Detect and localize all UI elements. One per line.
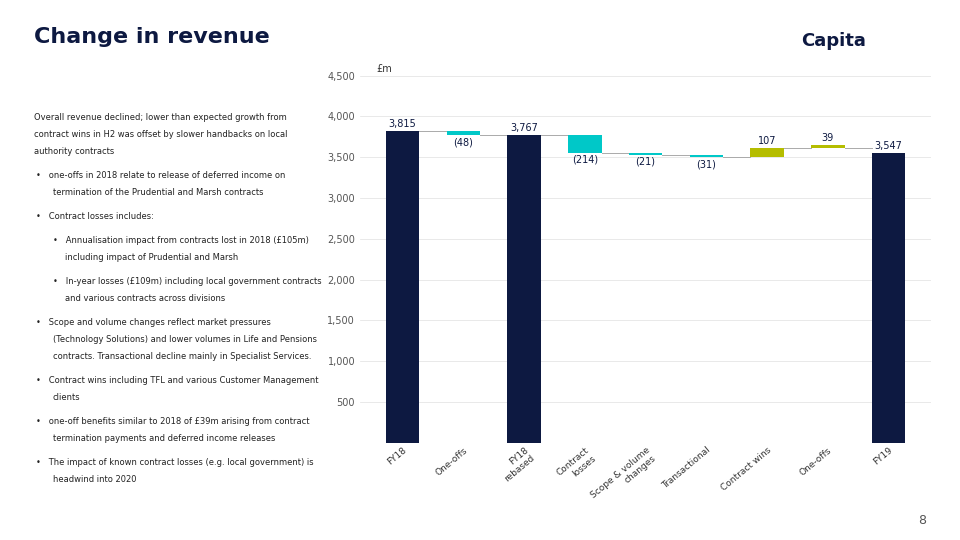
Bar bbox=[446, 132, 480, 136]
Text: (Technology Solutions) and lower volumes in Life and Pensions: (Technology Solutions) and lower volumes… bbox=[53, 335, 317, 344]
Bar bbox=[568, 136, 602, 153]
Bar bbox=[751, 148, 783, 157]
Text: •   Contract wins including TFL and various Customer Management: • Contract wins including TFL and variou… bbox=[36, 376, 319, 385]
Text: (48): (48) bbox=[453, 138, 473, 147]
Bar bbox=[386, 132, 420, 443]
Text: and various contracts across divisions: and various contracts across divisions bbox=[65, 294, 226, 303]
Text: clients: clients bbox=[53, 393, 81, 402]
Text: contract wins in H2 was offset by slower handbacks on local: contract wins in H2 was offset by slower… bbox=[34, 130, 287, 139]
Text: •   The impact of known contract losses (e.g. local government) is: • The impact of known contract losses (e… bbox=[36, 458, 314, 467]
Text: (21): (21) bbox=[636, 157, 656, 167]
Text: 39: 39 bbox=[822, 133, 834, 143]
Text: £m: £m bbox=[376, 64, 393, 74]
Text: 3,767: 3,767 bbox=[510, 123, 538, 133]
Text: contracts. Transactional decline mainly in Specialist Services.: contracts. Transactional decline mainly … bbox=[53, 352, 311, 361]
Text: Change in revenue: Change in revenue bbox=[34, 27, 270, 47]
Text: •   one-off benefits similar to 2018 of £39m arising from contract: • one-off benefits similar to 2018 of £3… bbox=[36, 417, 310, 426]
Text: (214): (214) bbox=[572, 155, 598, 165]
Text: •   Annualisation impact from contracts lost in 2018 (£105m): • Annualisation impact from contracts lo… bbox=[53, 237, 309, 246]
Text: •   In-year losses (£109m) including local government contracts: • In-year losses (£109m) including local… bbox=[53, 278, 322, 286]
Text: •   one-offs in 2018 relate to release of deferred income on: • one-offs in 2018 relate to release of … bbox=[36, 171, 286, 180]
Bar bbox=[811, 145, 845, 149]
Bar bbox=[872, 153, 905, 443]
Text: termination of the Prudential and Marsh contracts: termination of the Prudential and Marsh … bbox=[53, 188, 263, 197]
Text: •   Contract losses includes:: • Contract losses includes: bbox=[36, 212, 155, 221]
Text: authority contracts: authority contracts bbox=[34, 147, 114, 156]
Text: Overall revenue declined; lower than expected growth from: Overall revenue declined; lower than exp… bbox=[34, 113, 286, 123]
Text: termination payments and deferred income releases: termination payments and deferred income… bbox=[53, 434, 276, 443]
Bar bbox=[629, 153, 662, 154]
Bar bbox=[508, 136, 540, 443]
Bar bbox=[689, 154, 723, 157]
Text: headwind into 2020: headwind into 2020 bbox=[53, 475, 136, 484]
Text: Capita: Capita bbox=[802, 32, 867, 50]
Text: (31): (31) bbox=[696, 159, 716, 169]
Text: 8: 8 bbox=[919, 514, 926, 526]
Text: •   Scope and volume changes reflect market pressures: • Scope and volume changes reflect marke… bbox=[36, 319, 272, 327]
Text: 107: 107 bbox=[757, 136, 777, 146]
Text: 3,815: 3,815 bbox=[389, 119, 417, 130]
Text: including impact of Prudential and Marsh: including impact of Prudential and Marsh bbox=[65, 253, 238, 262]
Text: 3,547: 3,547 bbox=[875, 141, 902, 151]
